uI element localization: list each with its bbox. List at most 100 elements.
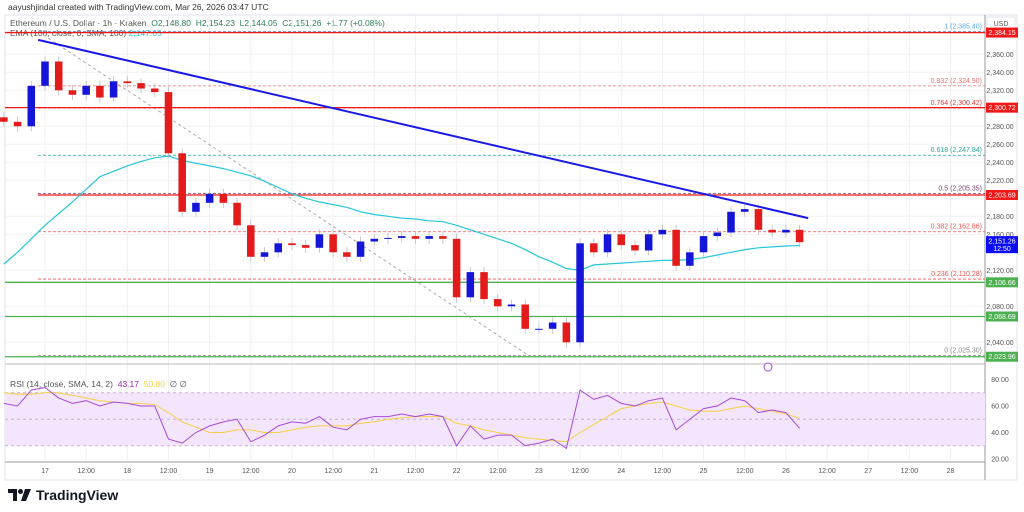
x-tick-label: 12:00	[571, 468, 589, 475]
x-tick-label: 18	[123, 468, 131, 475]
x-tick-label: 12:00	[489, 468, 507, 475]
candle-up	[727, 211, 735, 233]
rsi-band	[5, 392, 985, 446]
x-tick-label: 22	[453, 468, 461, 475]
y-tick-label: 2,240.00	[986, 160, 1013, 167]
candle-down	[288, 243, 296, 246]
ohlc-low: L2,144.05	[239, 18, 278, 28]
candle-up	[699, 236, 708, 253]
candle-up	[576, 243, 584, 343]
rsi-signal-value: 50.80	[143, 379, 166, 389]
fib-level-label: 0.236 (2,110.28)	[931, 271, 982, 278]
candle-up	[782, 229, 790, 233]
x-tick-label: 23	[535, 468, 543, 475]
x-tick-label: 12:00	[654, 468, 672, 475]
candle-up	[397, 236, 406, 238]
candle-up	[109, 81, 118, 98]
candle-down	[768, 229, 776, 233]
y-tick-label: 2,220.00	[986, 178, 1013, 185]
candle-up	[658, 229, 667, 235]
candle-down	[96, 85, 104, 98]
candle-down	[0, 117, 8, 122]
rsi-tick-label: 80.00	[991, 377, 1009, 384]
last-price-label: 2,151.26	[988, 239, 1015, 246]
candle-down	[480, 272, 488, 300]
support-price-tag	[986, 277, 1018, 288]
candle-down	[754, 209, 763, 230]
x-tick-label: 25	[700, 468, 708, 475]
y-tick-label: 2,340.00	[986, 70, 1013, 77]
resistance-price-tag	[986, 27, 1018, 38]
candle-up	[192, 202, 200, 212]
brand-name: TradingView	[36, 487, 119, 503]
candle-up	[370, 238, 379, 242]
symbol-name[interactable]: Ethereum / U.S. Dollar · 1h · Kraken	[10, 18, 147, 28]
support-price-label: 2,068.69	[988, 314, 1015, 321]
y-tick-label: 2,120.00	[986, 268, 1013, 275]
ohlc-high: H2,154.23	[195, 18, 235, 28]
trendline	[37, 38, 809, 220]
fib-level-label: 0.832 (2,324.90)	[931, 78, 982, 85]
candle-up	[740, 209, 749, 212]
candle-down	[137, 83, 145, 89]
bar-countdown: 12:50	[993, 246, 1011, 253]
candle-down	[68, 90, 77, 95]
fib-level-label: 0.618 (2,247.84)	[931, 147, 982, 154]
candle-down	[411, 236, 420, 239]
x-tick-label: 12:00	[77, 468, 95, 475]
y-tick-label: 2,180.00	[986, 214, 1013, 221]
candle-down	[219, 193, 228, 203]
rsi-legend[interactable]: RSI (14, close, SMA, 14, 2) 43.17 50.80 …	[10, 379, 187, 390]
ohlc-close: C2,151.26	[282, 18, 322, 28]
x-tick-label: 21	[370, 468, 378, 475]
resistance-price-tag	[986, 102, 1018, 113]
rsi-value: 43.17	[117, 379, 139, 389]
y-tick-label: 2,160.00	[986, 232, 1013, 239]
event-marker-icon	[763, 362, 773, 372]
candle-down	[672, 229, 680, 266]
candle-down	[301, 245, 310, 248]
fib-level-label: 0.764 (2,300.42)	[931, 100, 982, 107]
candle-down	[521, 304, 529, 329]
ohlc-open: O2,148.80	[151, 18, 191, 28]
candle-down	[439, 236, 447, 239]
candle-up	[315, 234, 324, 248]
resistance-price-label: 2,384.15	[988, 30, 1015, 37]
rsi-ma-line	[3, 392, 800, 443]
x-tick-label: 12:00	[160, 468, 178, 475]
support-price-tag	[986, 311, 1018, 322]
x-tick-label: 12:00	[242, 468, 260, 475]
candle-down	[247, 225, 255, 257]
x-tick-label: 19	[206, 468, 214, 475]
currency-label: USD	[994, 21, 1009, 28]
candle-down	[54, 61, 63, 91]
x-tick-label: 20	[288, 468, 296, 475]
tradingview-logo[interactable]: TradingView	[8, 487, 118, 503]
symbol-legend: Ethereum / U.S. Dollar · 1h · Kraken O2,…	[10, 18, 385, 28]
tradingview-logo-icon	[8, 489, 31, 501]
candle-up	[425, 236, 433, 239]
y-tick-label: 2,080.00	[986, 304, 1013, 311]
x-tick-label: 12:00	[736, 468, 754, 475]
candle-up	[82, 85, 90, 95]
candle-down	[150, 88, 159, 93]
y-tick-label: 2,360.00	[986, 52, 1013, 59]
x-tick-label: 28	[947, 468, 955, 475]
candle-down	[493, 299, 502, 307]
rsi-tick-label: 40.00	[991, 430, 1009, 437]
x-tick-label: 12:00	[818, 468, 836, 475]
support-price-tag	[986, 351, 1018, 362]
fib-level-label: 0.5 (2,205.35)	[938, 185, 982, 192]
x-tick-label: 24	[617, 468, 625, 475]
x-tick-label: 12:00	[324, 468, 342, 475]
candle-up	[548, 322, 557, 329]
candle-down	[631, 245, 639, 251]
fib-level-label: 0 (2,025.30)	[944, 348, 982, 355]
candle-up	[466, 272, 475, 298]
candle-down	[164, 92, 173, 154]
chart-credit: aayushjindal created with TradingView.co…	[8, 2, 269, 12]
candle-down	[178, 153, 186, 212]
candle-down	[617, 234, 626, 246]
candle-up	[274, 243, 283, 253]
